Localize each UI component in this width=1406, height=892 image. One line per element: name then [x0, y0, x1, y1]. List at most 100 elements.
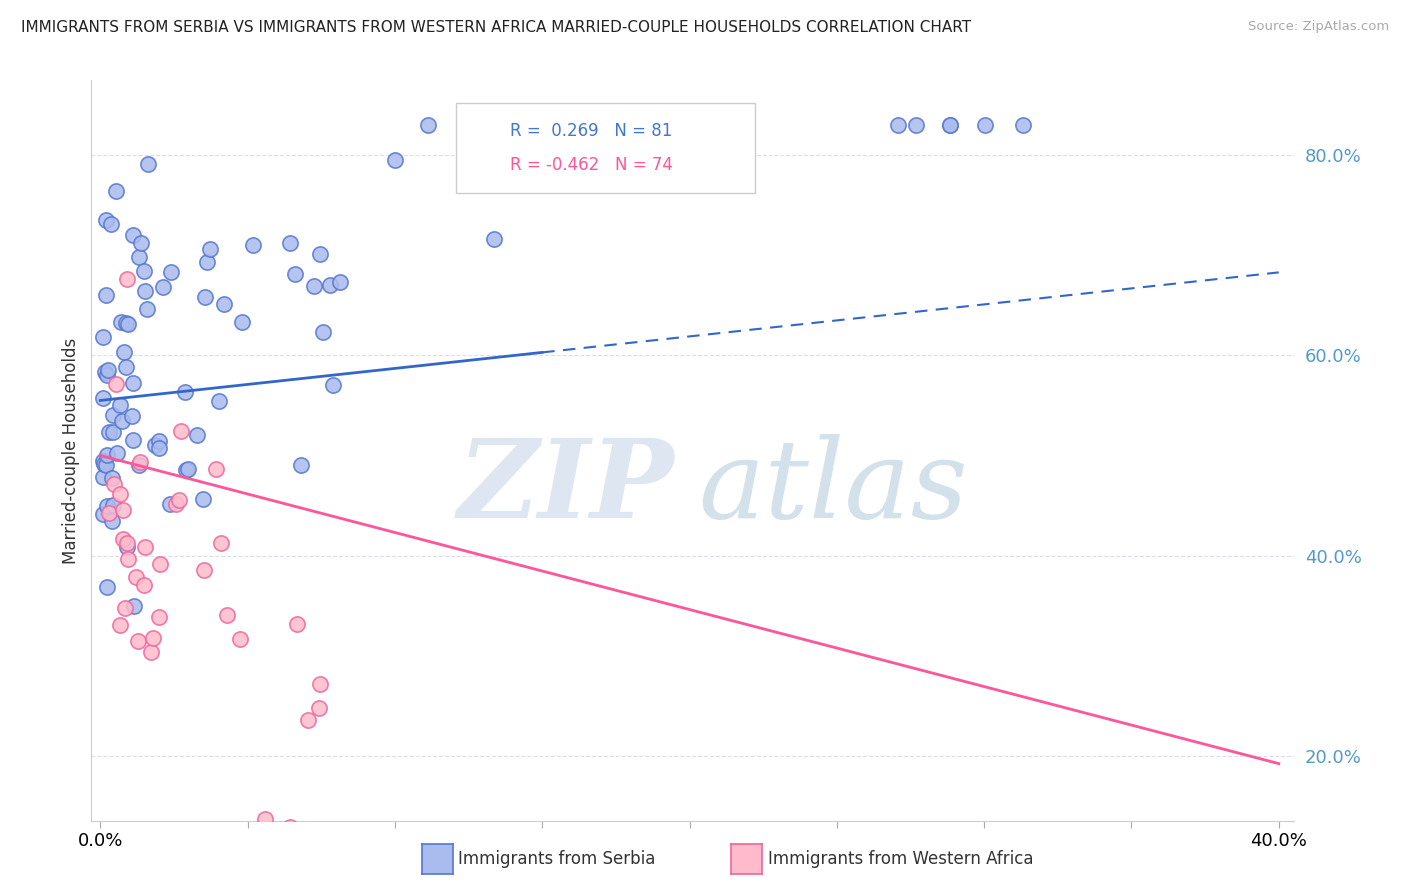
Point	[136, 157, 159, 171]
Point	[501, 829, 523, 843]
Point	[523, 829, 546, 843]
Point	[485, 829, 508, 843]
Point	[887, 118, 910, 132]
Point	[932, 829, 955, 843]
Point	[132, 264, 155, 278]
Text: R =  0.269   N = 81: R = 0.269 N = 81	[510, 122, 672, 140]
Point	[837, 829, 859, 843]
Point	[110, 315, 132, 329]
Point	[141, 645, 163, 659]
Point	[209, 535, 232, 549]
Point	[312, 325, 335, 339]
Point	[117, 317, 139, 331]
Point	[481, 829, 503, 843]
Point	[148, 610, 170, 624]
Point	[114, 600, 136, 615]
Point	[121, 434, 143, 448]
Point	[308, 247, 330, 261]
Text: ZIP: ZIP	[458, 434, 675, 541]
Point	[212, 297, 235, 311]
Point	[418, 829, 440, 843]
Point	[111, 413, 134, 427]
Point	[121, 376, 143, 391]
Point	[96, 287, 118, 301]
Point	[1052, 829, 1074, 843]
Point	[692, 829, 714, 843]
Point	[285, 616, 308, 631]
Point	[318, 277, 340, 292]
Point	[148, 442, 170, 456]
Point	[160, 265, 183, 279]
Point	[129, 235, 152, 250]
Point	[174, 463, 197, 477]
Point	[308, 701, 330, 715]
Point	[387, 829, 409, 843]
Point	[371, 829, 394, 843]
Point	[101, 514, 124, 528]
Point	[115, 540, 138, 554]
Point	[253, 812, 276, 826]
Point	[103, 425, 125, 439]
Point	[297, 713, 319, 727]
Point	[280, 829, 302, 843]
Point	[231, 315, 253, 329]
Point	[117, 551, 139, 566]
Point	[91, 330, 114, 344]
Point	[762, 829, 785, 843]
Point	[610, 118, 633, 132]
Point	[170, 424, 193, 438]
Point	[1011, 118, 1033, 132]
Point	[290, 458, 312, 472]
Point	[186, 427, 208, 442]
Point	[441, 829, 464, 843]
Point	[91, 454, 114, 468]
Point	[91, 470, 114, 484]
Point	[101, 498, 124, 512]
Point	[195, 255, 218, 269]
Text: Immigrants from Western Africa: Immigrants from Western Africa	[768, 850, 1033, 868]
Point	[217, 608, 239, 623]
Point	[1168, 829, 1191, 843]
Point	[399, 829, 422, 843]
Point	[101, 408, 124, 422]
Point	[505, 829, 527, 843]
Point	[748, 829, 770, 843]
Point	[122, 228, 145, 243]
Point	[108, 617, 131, 632]
Text: Source: ZipAtlas.com: Source: ZipAtlas.com	[1249, 20, 1389, 33]
Point	[198, 243, 221, 257]
Point	[134, 284, 156, 298]
Point	[278, 235, 301, 250]
Point	[176, 462, 198, 476]
Point	[498, 829, 520, 843]
Point	[96, 500, 118, 514]
Point	[346, 829, 368, 843]
Point	[165, 498, 187, 512]
Point	[482, 232, 505, 246]
Point	[278, 820, 301, 834]
Point	[125, 570, 148, 584]
Point	[115, 536, 138, 550]
Point	[93, 457, 115, 471]
Point	[904, 118, 927, 132]
Point	[159, 497, 181, 511]
Text: IMMIGRANTS FROM SERBIA VS IMMIGRANTS FROM WESTERN AFRICA MARRIED-COUPLE HOUSEHOL: IMMIGRANTS FROM SERBIA VS IMMIGRANTS FRO…	[21, 20, 972, 35]
Point	[411, 829, 433, 843]
Point	[457, 829, 479, 843]
Point	[322, 378, 344, 392]
Point	[309, 677, 332, 691]
Text: R = -0.462   N = 74: R = -0.462 N = 74	[510, 156, 673, 174]
Point	[115, 272, 138, 286]
Point	[329, 275, 352, 289]
Point	[457, 829, 479, 843]
Point	[304, 278, 326, 293]
Point	[413, 829, 436, 843]
Point	[97, 363, 120, 377]
Text: atlas: atlas	[699, 434, 969, 541]
Point	[938, 118, 960, 132]
Point	[111, 503, 134, 517]
Point	[108, 486, 131, 500]
Point	[284, 267, 307, 281]
Point	[96, 448, 118, 462]
Point	[134, 540, 156, 554]
